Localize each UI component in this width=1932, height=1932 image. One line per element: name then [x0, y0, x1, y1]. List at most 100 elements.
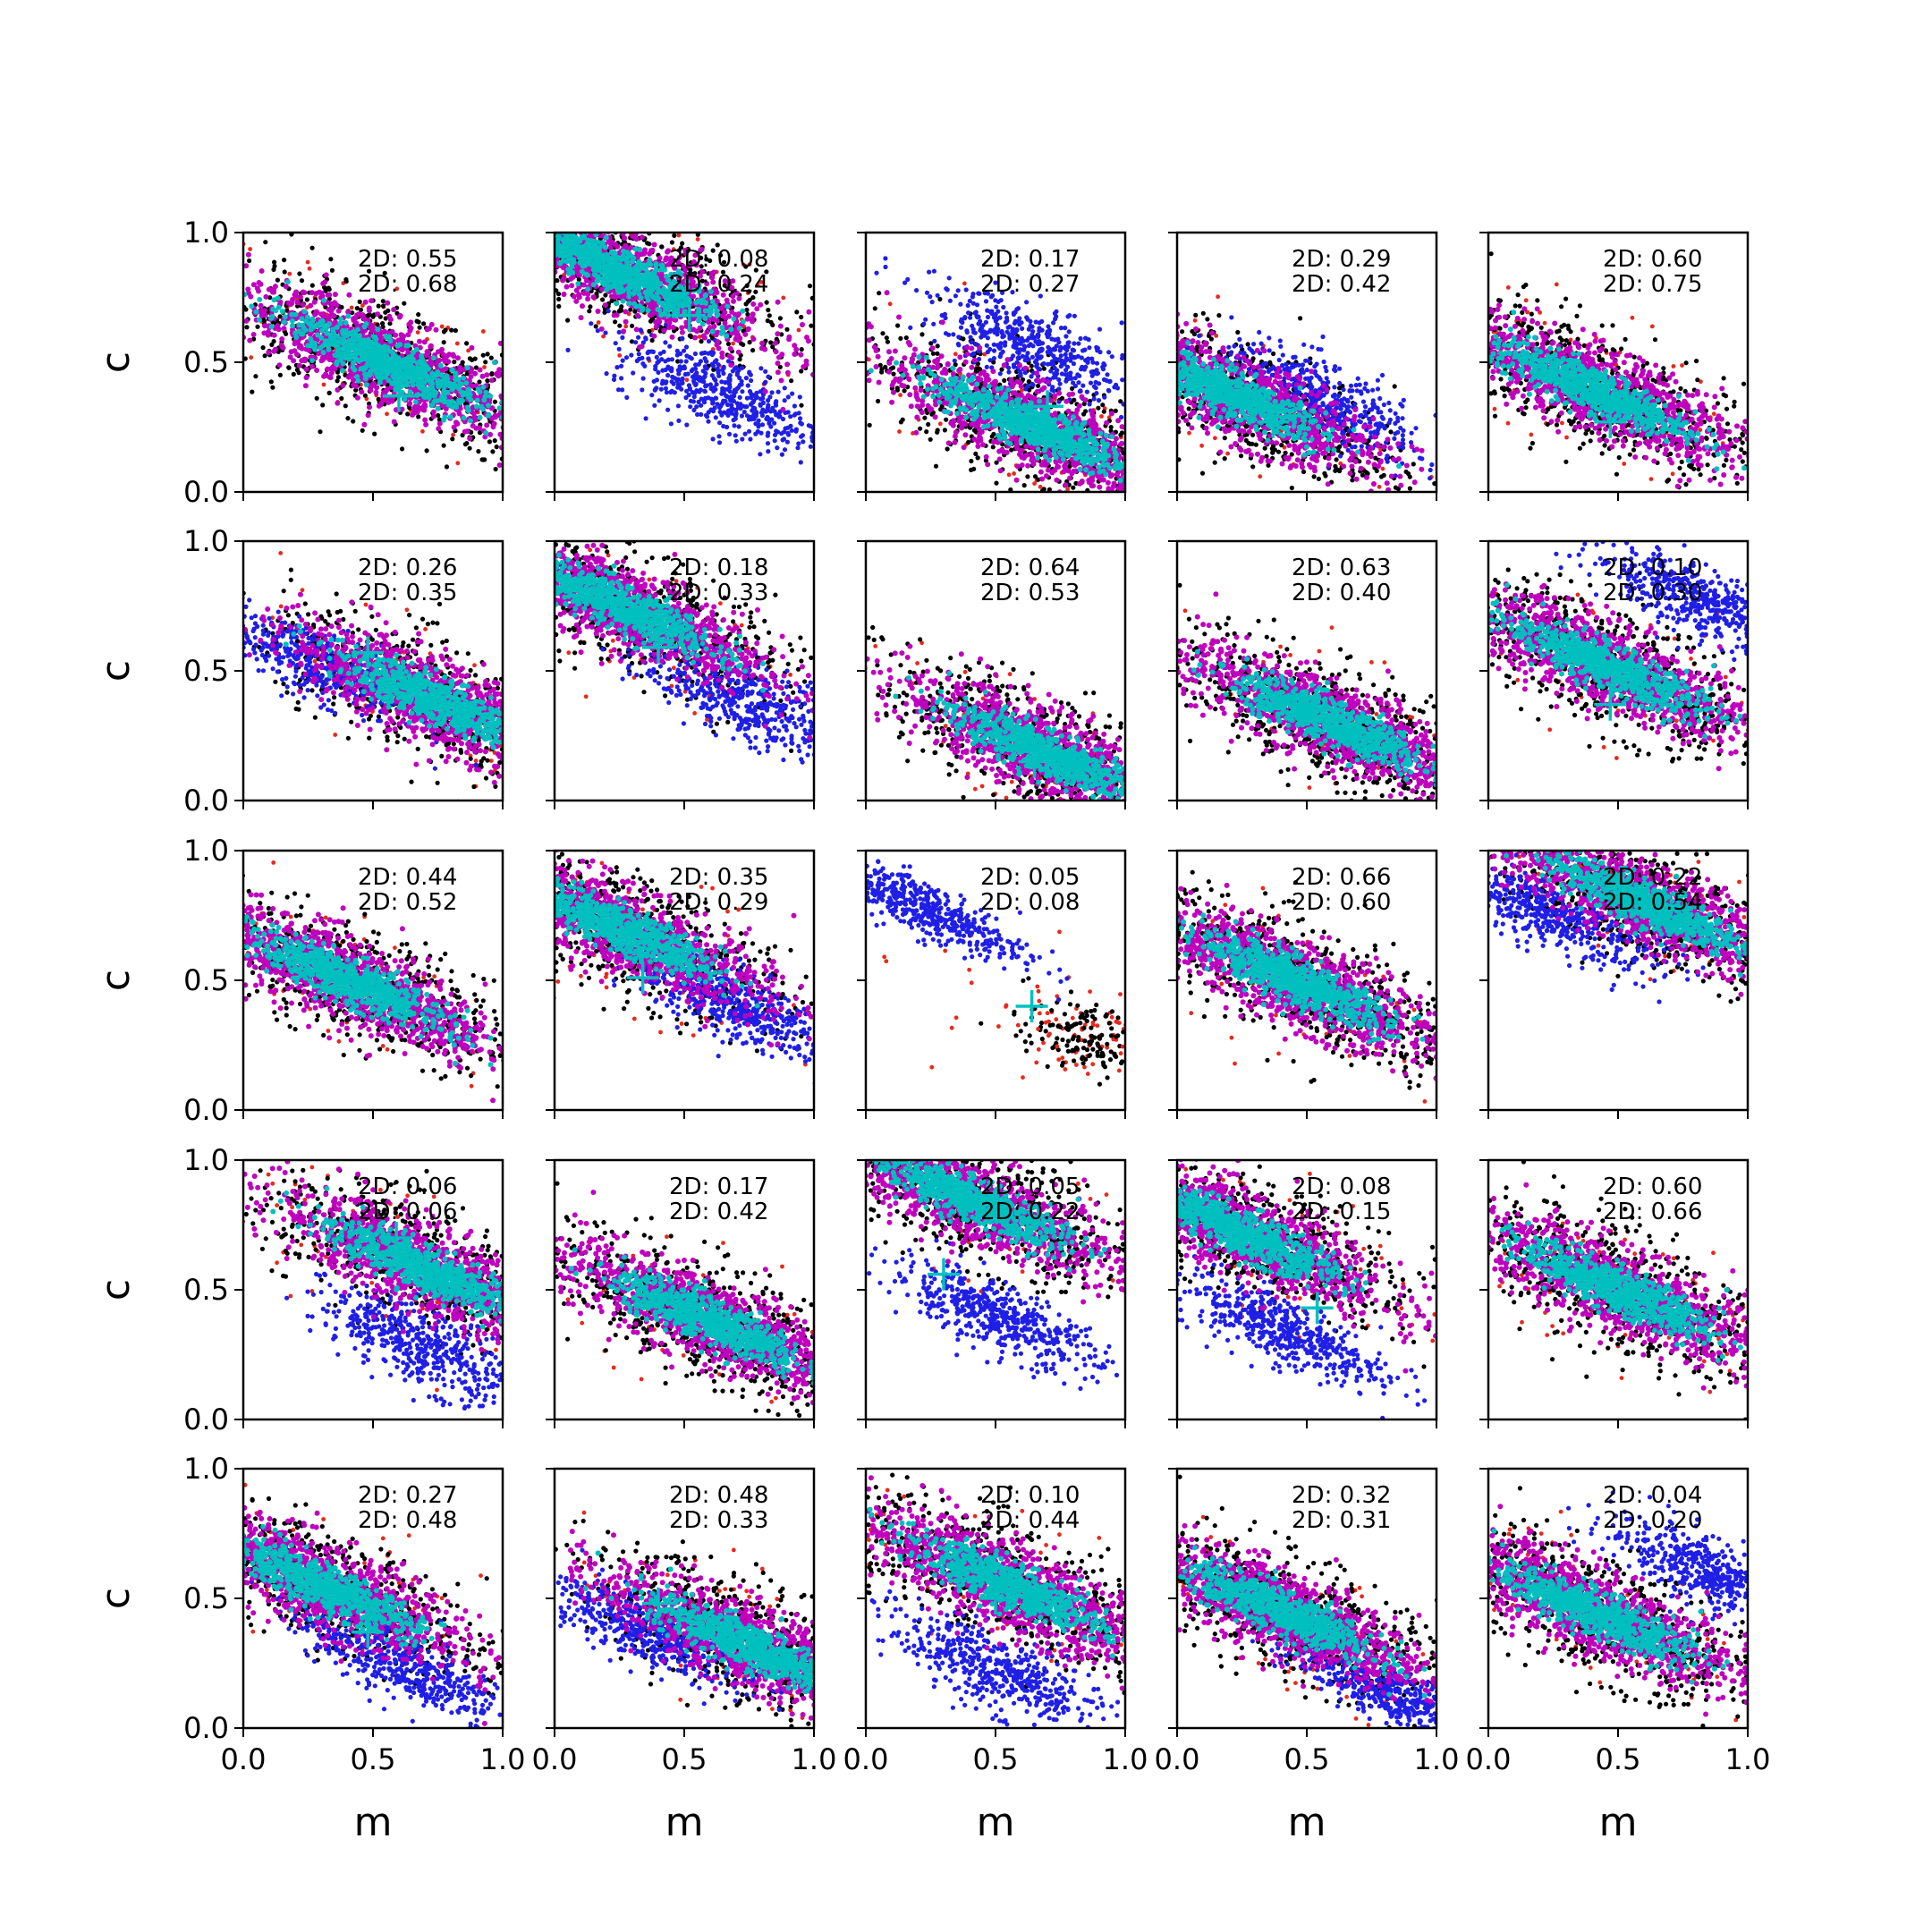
scatter-point: [455, 342, 460, 346]
scatter-point: [533, 206, 538, 210]
scatter-point: [804, 362, 809, 368]
scatter-point: [797, 328, 801, 333]
scatter-point: [235, 246, 240, 250]
scatter-point: [614, 244, 620, 250]
scatter-point: [799, 315, 803, 319]
scatter-point: [482, 178, 487, 183]
scatter-point: [326, 292, 331, 298]
scatter-point: [744, 376, 749, 380]
scatter-point: [583, 226, 588, 231]
scatter-point: [740, 413, 744, 418]
scatter-point: [435, 369, 440, 375]
scatter-point: [496, 197, 501, 201]
scatter-point: [386, 348, 391, 353]
scatter-point: [557, 202, 563, 208]
scatter-point: [371, 342, 377, 347]
scatter-point: [559, 219, 564, 225]
scatter-point: [561, 218, 565, 223]
scatter-point: [411, 350, 416, 355]
scatter-point: [383, 310, 387, 315]
scatter-point: [568, 276, 573, 282]
scatter-point: [715, 318, 720, 324]
scatter-point: [513, 456, 518, 462]
scatter-point: [723, 380, 727, 385]
scatter-point: [704, 413, 708, 418]
scatter-point: [788, 424, 792, 428]
scatter-point: [305, 343, 310, 348]
scatter-point: [717, 440, 722, 445]
scatter-point: [492, 360, 497, 365]
scatter-point: [628, 210, 632, 215]
scatter-point: [608, 226, 614, 232]
scatter-point: [537, 384, 542, 389]
panel-annotation: 2D: 0.55: [358, 246, 457, 273]
scatter-point: [506, 345, 511, 350]
scatter-point: [821, 430, 826, 435]
scatter-point: [608, 210, 614, 216]
scatter-point: [707, 339, 711, 343]
scatter-point: [676, 419, 681, 423]
scatter-point: [608, 225, 613, 229]
scatter-point: [469, 227, 473, 232]
scatter-point: [710, 352, 715, 357]
scatter-point: [597, 233, 603, 238]
scatter-point: [799, 403, 803, 408]
scatter-point: [852, 493, 857, 497]
scatter-point: [527, 239, 532, 244]
scatter-point: [758, 366, 763, 370]
scatter-point: [717, 420, 722, 425]
scatter-point: [588, 455, 592, 460]
scatter-point: [815, 293, 819, 298]
scatter-point: [589, 321, 593, 326]
scatter-point: [333, 352, 338, 358]
scatter-point: [451, 210, 455, 215]
scatter-point: [679, 325, 684, 330]
scatter-point: [614, 365, 619, 369]
scatter-point: [338, 317, 343, 322]
scatter-point: [581, 291, 587, 296]
scatter-point: [753, 394, 758, 399]
scatter-point: [652, 242, 657, 248]
scatter-point: [356, 348, 361, 353]
scatter-point: [257, 280, 262, 285]
scatter-point: [535, 233, 540, 239]
scatter-point: [664, 386, 668, 391]
scatter-point: [486, 352, 490, 356]
scatter-point: [272, 260, 276, 265]
scatter-point: [593, 211, 597, 216]
scatter-point: [487, 171, 493, 176]
scatter-point: [485, 378, 489, 383]
scatter-point: [170, 238, 175, 243]
scatter-point: [547, 417, 552, 421]
scatter-point: [744, 308, 749, 312]
scatter-point: [378, 182, 383, 186]
scatter-point: [555, 226, 561, 232]
scatter-point: [208, 324, 213, 328]
scatter-point: [775, 331, 780, 336]
scatter-point: [738, 357, 742, 361]
scatter-point: [565, 318, 570, 323]
scatter-point: [517, 409, 521, 413]
scatter-point: [470, 181, 475, 185]
scatter-point: [783, 447, 787, 452]
scatter-point: [807, 423, 811, 428]
scatter-point: [496, 213, 502, 218]
scatter-point: [517, 375, 521, 379]
scatter-point: [677, 385, 682, 389]
scatter-point: [699, 403, 703, 408]
scatter-point: [794, 428, 799, 432]
scatter-point: [375, 351, 380, 356]
scatter-point: [309, 364, 315, 369]
scatter-point: [620, 387, 624, 392]
scatter-point: [801, 439, 805, 444]
scatter-point: [353, 320, 359, 326]
scatter-point: [421, 321, 426, 326]
scatter-point: [806, 309, 811, 315]
scatter-point: [763, 369, 767, 374]
scatter-point: [434, 223, 438, 227]
scatter-point: [520, 231, 524, 235]
scatter-point: [298, 294, 303, 300]
scatter-point: [530, 259, 535, 265]
scatter-point: [511, 211, 516, 216]
scatter-point: [299, 316, 304, 321]
